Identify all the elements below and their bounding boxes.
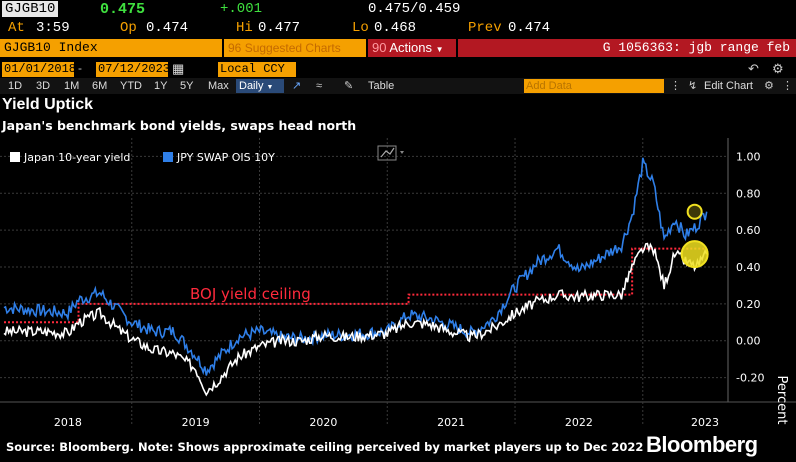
period-1m[interactable]: 1M [64, 80, 80, 92]
y-axis-label: Percent [774, 376, 789, 425]
currency-select[interactable]: Local CCY ▼ [218, 62, 296, 90]
x-tick-label: 2022 [565, 416, 593, 429]
boj-ceiling-line [4, 247, 707, 324]
chart-name[interactable]: G 1056363: jgb range feb [458, 39, 796, 57]
at-label: At [8, 20, 25, 36]
calendar-icon[interactable]: ▦ [172, 61, 185, 76]
frequency-label: Daily [239, 80, 264, 92]
legend: Japan 10-year yield JPY SWAP OIS 10Y [10, 151, 275, 164]
period-5y[interactable]: 5Y [180, 80, 194, 92]
low-value: 0.468 [374, 20, 417, 36]
bloomberg-logo: Bloomberg [646, 432, 758, 457]
chart-type-icon[interactable]: ≈ [316, 80, 323, 92]
end-date-input[interactable]: 07/12/2023 [96, 62, 171, 77]
suggested-charts-button[interactable]: 96 Suggested Charts [224, 39, 366, 57]
high-label: Hi [236, 20, 253, 36]
ceiling-series [4, 247, 707, 324]
y-tick-label: 0.60 [736, 224, 761, 237]
x-tick-label: 2023 [691, 416, 719, 429]
legend-label-ois: JPY SWAP OIS 10Y [176, 151, 275, 164]
suggested-charts-number: 96 [228, 41, 242, 55]
more-icon[interactable]: ⋮ [782, 80, 793, 92]
period-1y[interactable]: 1Y [154, 80, 168, 92]
y-tick-label: 1.00 [736, 150, 761, 163]
chart-style-icon[interactable] [377, 145, 404, 161]
line-chart: -0.200.000.200.400.600.801.00 2018 2019 20… [0, 138, 796, 438]
bid-ask: 0.475/0.459 [368, 1, 461, 17]
last-price: 0.475 [100, 1, 146, 18]
currency-label: Local CCY [220, 62, 285, 76]
undo-icon[interactable]: ↶ [748, 61, 759, 76]
start-date-input[interactable]: 01/01/2018 [2, 62, 77, 77]
gear-icon[interactable]: ⚙ [772, 61, 784, 76]
jgb-series [3, 242, 708, 397]
y-tick-label: 0.80 [736, 187, 761, 200]
chart-subtitle: Japan's benchmark bond yields, swaps hea… [2, 118, 357, 133]
x-tick-label: 2020 [309, 416, 337, 429]
ticker-label[interactable]: GJGB10 [2, 1, 59, 17]
actions-label: Actions [389, 40, 433, 55]
legend-label-jgb: Japan 10-year yield [23, 151, 130, 164]
settings-icon[interactable]: ⚙ [764, 80, 774, 92]
period-ytd[interactable]: YTD [120, 80, 142, 92]
actions-number: 90 [372, 40, 387, 55]
ois-series [3, 157, 708, 376]
x-tick-label: 2019 [182, 416, 210, 429]
grid-lines [0, 138, 796, 426]
security-field[interactable]: GJGB10 Index [0, 39, 222, 57]
at-time: 3:59 [36, 20, 70, 36]
edit-chart-icon: ↯ [688, 80, 698, 92]
line-chart-icon[interactable]: ↗ [292, 80, 302, 92]
actions-menu[interactable]: 90 Actions ▼ [368, 39, 456, 57]
period-max[interactable]: Max [208, 80, 229, 92]
high-value: 0.477 [258, 20, 301, 36]
quote-row-2: At 3:59 Op 0.474 Hi 0.477 Lo 0.468 Prev … [0, 20, 796, 38]
y-tick-label: -0.20 [736, 372, 764, 385]
date-separator: - [78, 61, 82, 75]
chart-title: Yield Uptick [2, 96, 93, 113]
last-value-marker [686, 203, 703, 220]
table-button[interactable]: Table [368, 80, 395, 92]
chevron-down-icon: ▼ [266, 84, 274, 91]
legend-swatch-ois [163, 152, 173, 162]
open-value: 0.474 [146, 20, 189, 36]
jgb-10y-line [3, 242, 708, 397]
legend-swatch-jgb [10, 152, 20, 162]
prev-value: 0.474 [508, 20, 551, 36]
quote-row-1: GJGB10 0.475 +.001 0.475/0.459 [0, 0, 796, 20]
x-tick-labels: 2018 2019 2020 2021 2022 2023 [54, 416, 719, 429]
low-label: Lo [352, 20, 369, 36]
x-tick-label: 2021 [437, 416, 465, 429]
y-tick-label: 0.40 [736, 261, 761, 274]
y-tick-label: 0.20 [736, 298, 761, 311]
open-label: Op [120, 20, 137, 36]
period-3d[interactable]: 3D [36, 80, 51, 92]
zoom-icon[interactable]: ⋮ [670, 80, 681, 92]
suggested-charts-label: Suggested Charts [244, 41, 341, 55]
last-value-marker [680, 240, 709, 269]
frequency-select[interactable]: Daily ▼ [236, 79, 284, 93]
chart-toolbar: 1D 3D 1M 6M YTD 1Y 5Y Max Daily ▼ ↗ ≈ ✎ … [0, 78, 796, 94]
y-tick-labels: -0.20 0.00 0.20 0.40 0.60 0.80 1.00 [736, 150, 764, 384]
function-bar: GJGB10 Index 96 Suggested Charts 90 Acti… [0, 38, 796, 58]
price-change: +.001 [220, 1, 263, 17]
add-data-input[interactable]: Add Data [524, 79, 664, 93]
ceiling-annotation: BOJ yield ceiling [190, 285, 311, 303]
ois-10y-line [3, 157, 708, 376]
source-note: Source: Bloomberg. Note: Shows approxima… [6, 440, 644, 454]
dropdown-arrow-icon: ▼ [435, 45, 444, 54]
prev-label: Prev [468, 20, 502, 36]
edit-chart-button[interactable]: Edit Chart [704, 80, 753, 92]
x-tick-label: 2018 [54, 416, 82, 429]
draw-tool-icon[interactable]: ✎ [344, 80, 354, 92]
markers [680, 203, 709, 269]
date-range-row: 01/01/2018 - 07/12/2023 ▦ Local CCY ▼ ↶ … [0, 60, 796, 90]
period-1d[interactable]: 1D [8, 80, 23, 92]
period-6m[interactable]: 6M [92, 80, 108, 92]
y-tick-label: 0.00 [736, 335, 761, 348]
